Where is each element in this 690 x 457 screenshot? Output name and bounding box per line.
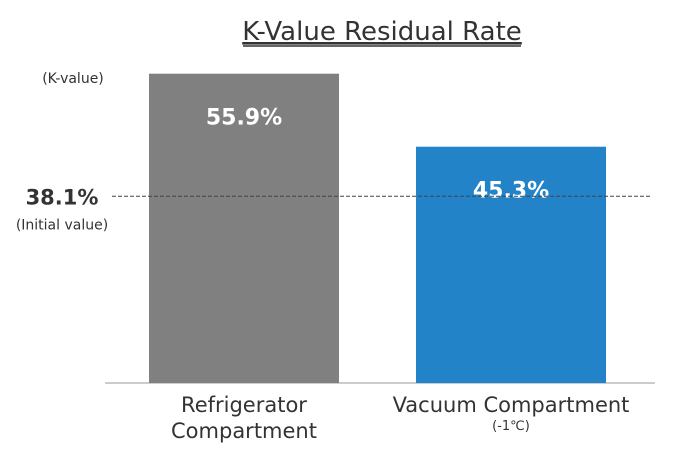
reference-label: 38.1% [26, 185, 99, 209]
bar [416, 146, 606, 383]
y-axis-label: (K-value) [42, 71, 104, 87]
category-note: (-1℃) [492, 419, 530, 434]
chart-title: K-Value Residual Rate [242, 17, 522, 47]
category-label: Vacuum Compartment [392, 393, 630, 417]
value-label: 55.9% [206, 106, 282, 131]
reference-note: (Initial value) [16, 217, 108, 233]
bar [149, 73, 339, 383]
category-label: Refrigerator Compartment [171, 393, 317, 443]
value-label: 45.3% [473, 179, 549, 204]
